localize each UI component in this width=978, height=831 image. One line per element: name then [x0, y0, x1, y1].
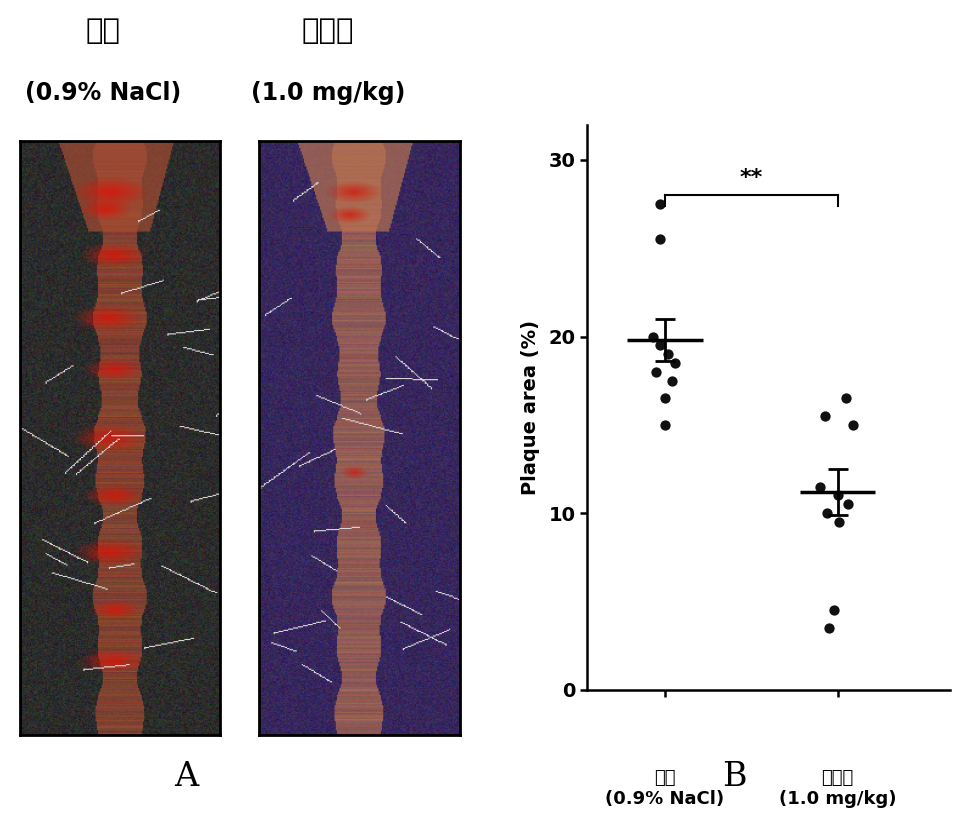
- Y-axis label: Plaque area (%): Plaque area (%): [520, 320, 540, 494]
- Text: 蟾毒灵: 蟾毒灵: [301, 17, 354, 45]
- Point: [844, 418, 860, 431]
- Point: [812, 480, 827, 494]
- Point: [651, 198, 667, 211]
- Point: [819, 506, 834, 520]
- Point: [656, 391, 672, 405]
- Text: (0.9% NaCl): (0.9% NaCl): [24, 81, 181, 106]
- Text: B: B: [721, 761, 746, 793]
- Point: [660, 347, 676, 361]
- Point: [663, 374, 679, 387]
- Point: [667, 356, 683, 370]
- Point: [828, 489, 844, 502]
- Point: [651, 339, 667, 352]
- Point: [839, 498, 855, 511]
- Text: 对照
(0.9% NaCl): 对照 (0.9% NaCl): [604, 770, 724, 808]
- Point: [825, 603, 841, 617]
- Point: [830, 515, 846, 529]
- Text: **: **: [739, 168, 762, 188]
- Point: [656, 418, 672, 431]
- Text: A: A: [174, 761, 198, 793]
- Point: [651, 233, 667, 246]
- Point: [817, 410, 832, 423]
- Point: [647, 365, 663, 378]
- Text: (1.0 mg/kg): (1.0 mg/kg): [250, 81, 405, 106]
- Text: 蟾毒灵
(1.0 mg/kg): 蟾毒灵 (1.0 mg/kg): [778, 770, 895, 808]
- Text: 对照: 对照: [85, 17, 120, 45]
- Point: [837, 391, 853, 405]
- Point: [645, 330, 660, 343]
- Point: [821, 622, 836, 635]
